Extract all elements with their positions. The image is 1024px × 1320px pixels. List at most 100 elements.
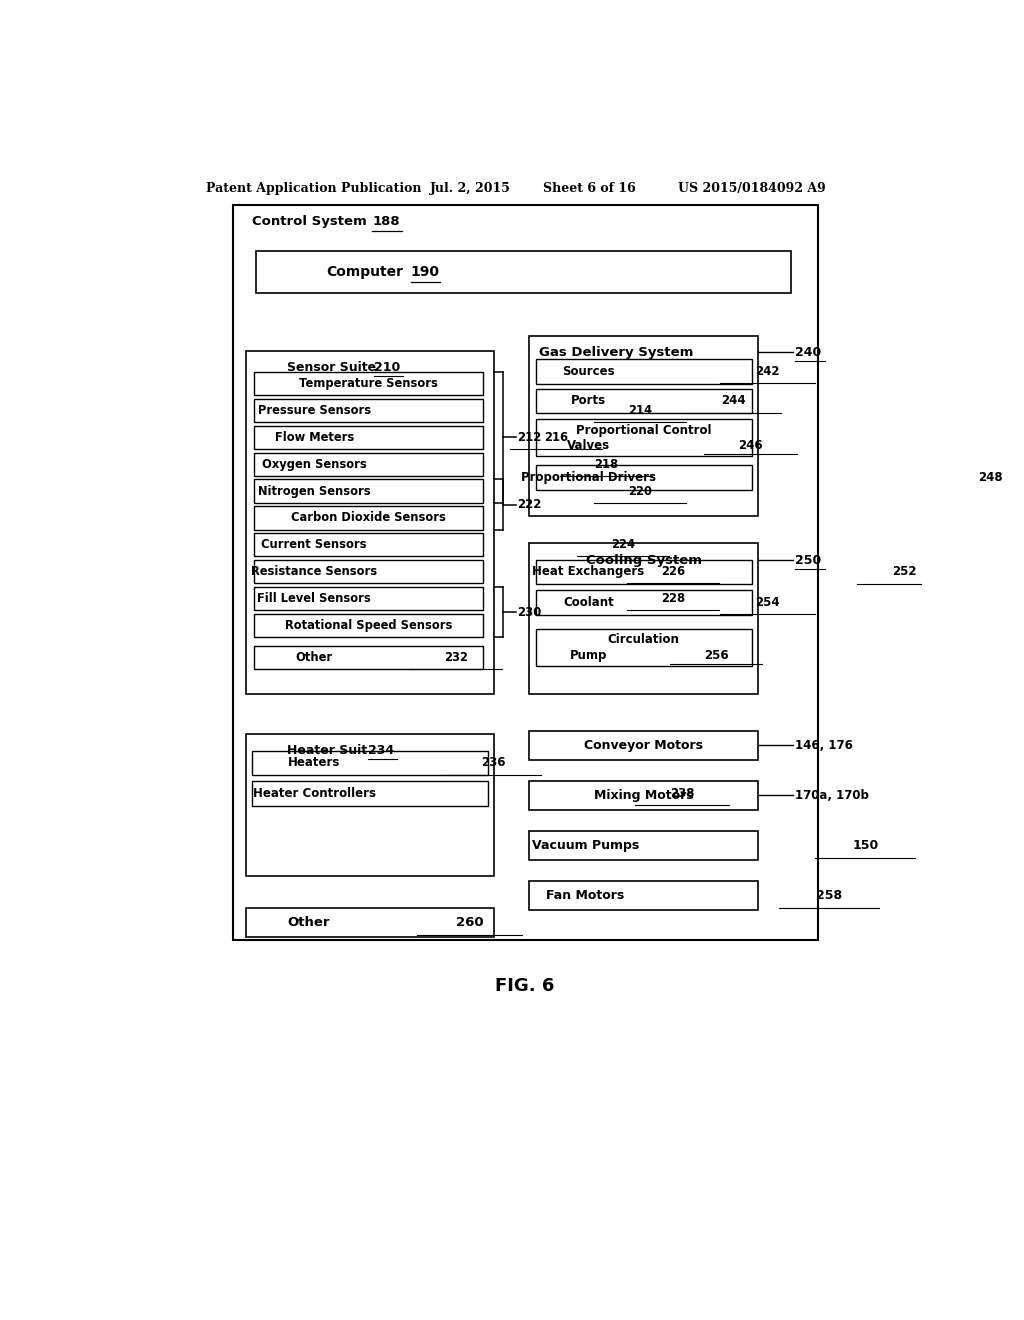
Text: 188: 188 [372, 215, 399, 228]
FancyBboxPatch shape [529, 780, 758, 810]
Text: Valves: Valves [567, 440, 610, 453]
Text: Fan Motors: Fan Motors [547, 888, 625, 902]
Text: Resistance Sensors: Resistance Sensors [251, 565, 377, 578]
Text: Conveyor Motors: Conveyor Motors [585, 739, 703, 751]
Text: 228: 228 [662, 593, 685, 606]
Text: 238: 238 [670, 787, 694, 800]
FancyBboxPatch shape [254, 453, 483, 475]
Text: Pressure Sensors: Pressure Sensors [258, 404, 371, 417]
FancyBboxPatch shape [254, 561, 483, 583]
FancyBboxPatch shape [529, 335, 758, 516]
Text: Flow Meters: Flow Meters [274, 430, 354, 444]
Text: Temperature Sensors: Temperature Sensors [299, 376, 437, 389]
FancyBboxPatch shape [254, 645, 483, 669]
FancyBboxPatch shape [232, 205, 818, 940]
Text: 226: 226 [662, 565, 685, 578]
FancyBboxPatch shape [246, 734, 494, 876]
Text: Other: Other [296, 651, 333, 664]
FancyBboxPatch shape [254, 479, 483, 503]
Text: Patent Application Publication: Patent Application Publication [206, 182, 421, 194]
FancyBboxPatch shape [529, 544, 758, 693]
FancyBboxPatch shape [529, 830, 758, 859]
Text: Sources: Sources [562, 366, 614, 379]
Text: Ports: Ports [571, 395, 606, 408]
Text: Oxygen Sensors: Oxygen Sensors [262, 458, 367, 471]
FancyBboxPatch shape [254, 587, 483, 610]
Text: FIG. 6: FIG. 6 [496, 977, 554, 995]
Text: Pump: Pump [569, 648, 607, 661]
Text: 212: 212 [517, 430, 542, 444]
FancyBboxPatch shape [536, 359, 752, 384]
Text: Rotational Speed Sensors: Rotational Speed Sensors [285, 619, 452, 632]
FancyBboxPatch shape [536, 628, 752, 665]
Text: Cooling System: Cooling System [586, 554, 701, 566]
FancyBboxPatch shape [254, 614, 483, 638]
FancyBboxPatch shape [254, 399, 483, 422]
Text: 216: 216 [544, 430, 568, 444]
Text: US 2015/0184092 A9: US 2015/0184092 A9 [678, 182, 826, 194]
Text: Sheet 6 of 16: Sheet 6 of 16 [543, 182, 635, 194]
Text: 224: 224 [611, 539, 635, 552]
FancyBboxPatch shape [252, 781, 487, 807]
Text: 252: 252 [892, 565, 916, 578]
FancyBboxPatch shape [536, 388, 752, 413]
Text: 230: 230 [517, 606, 542, 619]
FancyBboxPatch shape [256, 251, 791, 293]
Text: 214: 214 [628, 404, 651, 417]
Text: 242: 242 [756, 366, 780, 379]
Text: 170a, 170b: 170a, 170b [796, 788, 869, 801]
Text: Heater Suit: Heater Suit [287, 744, 367, 758]
Text: Heaters: Heaters [289, 756, 341, 770]
Text: 220: 220 [628, 484, 651, 498]
Text: 240: 240 [796, 346, 821, 359]
Text: Vacuum Pumps: Vacuum Pumps [531, 838, 639, 851]
Text: Circulation: Circulation [608, 634, 680, 647]
Text: 256: 256 [703, 648, 728, 661]
Text: Proportional Control: Proportional Control [577, 424, 712, 437]
Text: Gas Delivery System: Gas Delivery System [539, 346, 693, 359]
Text: 234: 234 [369, 744, 394, 758]
Text: 222: 222 [517, 498, 542, 511]
Text: Coolant: Coolant [563, 597, 613, 610]
FancyBboxPatch shape [254, 533, 483, 557]
Text: Sensor Suite: Sensor Suite [287, 362, 376, 375]
Text: Current Sensors: Current Sensors [261, 539, 367, 552]
FancyBboxPatch shape [536, 590, 752, 615]
Text: Computer: Computer [326, 265, 403, 279]
Text: 254: 254 [756, 597, 780, 610]
Text: 218: 218 [594, 458, 618, 471]
Text: Heat Exchangers: Heat Exchangers [532, 565, 645, 578]
FancyBboxPatch shape [254, 425, 483, 449]
FancyBboxPatch shape [254, 372, 483, 395]
Text: Jul. 2, 2015: Jul. 2, 2015 [430, 182, 511, 194]
Text: 258: 258 [816, 888, 842, 902]
Text: 146, 176: 146, 176 [796, 739, 853, 751]
Text: Control System: Control System [252, 215, 367, 228]
FancyBboxPatch shape [246, 351, 494, 693]
FancyBboxPatch shape [254, 507, 483, 529]
Text: Carbon Dioxide Sensors: Carbon Dioxide Sensors [291, 511, 445, 524]
Text: 232: 232 [443, 651, 468, 664]
Text: 210: 210 [375, 362, 400, 375]
FancyBboxPatch shape [246, 908, 494, 937]
Text: Other: Other [288, 916, 330, 929]
Text: 150: 150 [852, 838, 879, 851]
Text: Proportional Drivers: Proportional Drivers [521, 471, 656, 483]
Text: 260: 260 [456, 916, 483, 929]
Text: 246: 246 [738, 440, 763, 453]
Text: Heater Controllers: Heater Controllers [253, 787, 376, 800]
Text: Nitrogen Sensors: Nitrogen Sensors [258, 484, 371, 498]
Text: 190: 190 [411, 265, 440, 279]
Text: Fill Level Sensors: Fill Level Sensors [257, 593, 371, 606]
Text: 244: 244 [721, 395, 745, 408]
Text: Mixing Motors: Mixing Motors [594, 788, 693, 801]
FancyBboxPatch shape [529, 880, 758, 909]
FancyBboxPatch shape [536, 560, 752, 585]
Text: 248: 248 [978, 471, 1002, 483]
FancyBboxPatch shape [536, 420, 752, 457]
FancyBboxPatch shape [529, 730, 758, 760]
FancyBboxPatch shape [536, 465, 752, 490]
Text: 236: 236 [481, 756, 506, 770]
FancyBboxPatch shape [252, 751, 487, 775]
Text: 250: 250 [796, 554, 821, 566]
